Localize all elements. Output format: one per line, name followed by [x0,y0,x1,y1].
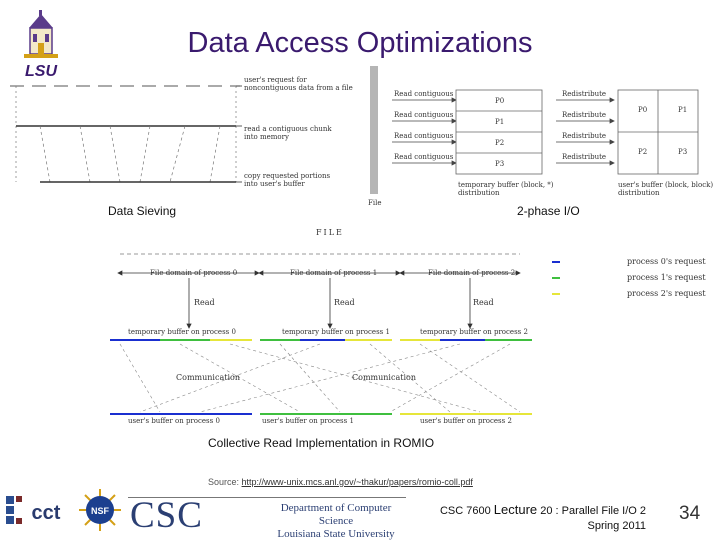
lsu-logo: LSU [14,10,70,80]
department-block: Department of Computer Science Louisiana… [266,502,406,540]
temp-cell-p0: P0 [495,97,505,105]
temp-cell-p1: P1 [495,118,505,126]
temp-cell-p3: P3 [495,160,505,168]
course-line: CSC 7600 Lecture 20 : Parallel File I/O … [440,502,646,519]
read-contiguous-0: Read contiguous [394,90,454,98]
footer-divider [128,497,406,498]
file-domain-2: File domain of process 2 [428,269,516,277]
nsf-logo: NSF [78,488,122,532]
temp-buffer-process-2: temporary buffer on process 2 [420,328,528,336]
file-domain-1: File domain of process 1 [290,269,378,277]
page-number: 34 [679,503,701,524]
temp-cell-p2: P2 [495,139,505,147]
course-info: CSC 7600 Lecture 20 : Parallel File I/O … [440,502,646,534]
sieving-label-copy: copy requested portions into user's buff… [244,172,331,188]
source-link[interactable]: http://www-unix.mcs.anl.gov/~thakur/pape… [241,477,473,487]
cct-logo: cct [6,492,70,530]
read-label-1: Read [334,298,355,307]
csc-logo-text: CSC [130,495,203,536]
read-label-2: Read [473,298,494,307]
university-name: Louisiana State University [277,528,395,540]
read-contiguous-3: Read contiguous [394,153,454,161]
user-buffer-process-0: user's buffer on process 0 [128,417,220,425]
data-sieving-caption: Data Sieving [108,204,177,218]
user-cell-p3: P3 [678,148,688,156]
redistribute-0: Redistribute [562,90,607,98]
data-sieving-diagram [10,85,242,183]
file-label: File [368,199,382,207]
legend-process-1: process 1's request [627,273,706,282]
sieving-label-request: user's request for noncontiguous data fr… [244,76,353,92]
source-line: Source: http://www-unix.mcs.anl.gov/~tha… [208,477,473,487]
svg-text:LSU: LSU [25,63,57,80]
nsf-logo-text: NSF [91,506,110,516]
course-term: Spring 2011 [587,520,646,532]
user-buffer-caption: user's buffer (block, block) distributio… [618,181,714,197]
communication-label-0: Communication [176,373,240,382]
temp-buffer-process-1: temporary buffer on process 1 [282,328,390,336]
sieving-label-read: read a contiguous chunk into memory [244,125,332,141]
communication-label-1: Communication [352,373,416,382]
user-cell-p0: P0 [638,106,648,114]
collective-caption: Collective Read Implementation in ROMIO [208,436,435,450]
slide-title: Data Access Optimizations [187,27,533,59]
legend-process-2: process 2's request [627,289,706,298]
user-cell-p2: P2 [638,148,648,156]
user-buffer-process-2: user's buffer on process 2 [420,417,512,425]
collective-file-label: FILE [316,228,344,237]
redistribute-3: Redistribute [562,153,607,161]
two-phase-caption: 2-phase I/O [517,204,580,218]
course-suffix: 20 : Parallel File I/O 2 [537,505,646,517]
department-name: Department of Computer Science [280,502,392,527]
user-cell-p1: P1 [678,106,688,114]
course-lecture: Lecture [493,502,538,517]
read-contiguous-1: Read contiguous [394,111,454,119]
temp-buffer-caption: temporary buffer (block, *) distribution [458,181,554,197]
source-prefix: Source: [208,477,242,487]
redistribute-2: Redistribute [562,132,607,140]
temp-buffer-process-0: temporary buffer on process 0 [128,328,236,336]
cct-logo-text: cct [32,502,61,524]
file-domain-0: File domain of process 0 [150,269,238,277]
redistribute-1: Redistribute [562,111,607,119]
read-contiguous-2: Read contiguous [394,132,454,140]
user-buffer-process-1: user's buffer on process 1 [262,417,354,425]
legend-process-0: process 0's request [627,257,706,266]
course-prefix: CSC 7600 [439,505,494,517]
read-label-0: Read [194,298,215,307]
